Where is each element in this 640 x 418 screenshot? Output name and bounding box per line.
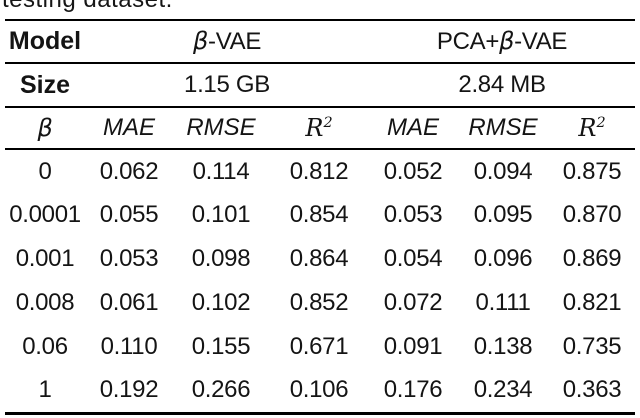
table-cell: 0.053 (383, 201, 443, 228)
model-group1-rest: -VAE (208, 28, 262, 55)
beta-value: 0 (38, 157, 52, 185)
model-group2-pre: PCA+ (436, 28, 500, 55)
r2-base: R (578, 114, 597, 142)
beta-symbol: β (499, 27, 515, 55)
model-row-label: Model (8, 27, 82, 55)
table-row: 0 0.062 0.114 0.812 0.052 0.094 0.875 (5, 149, 635, 193)
r2-header-2: R2 (549, 107, 635, 149)
beta-column-header: β (5, 107, 85, 149)
table-cell: 0.266 (191, 376, 251, 404)
table-cell: 0.875 (562, 157, 622, 185)
model-group-pca-beta-vae: PCA+β-VAE (369, 20, 635, 63)
table-cell: 0.821 (562, 289, 622, 316)
table-cell: 0.192 (99, 376, 159, 404)
table-cell: 0.155 (191, 333, 251, 360)
table-cell: 0.864 (289, 245, 349, 272)
table-cell: 0.061 (99, 289, 159, 316)
model-group2-rest: -VAE (514, 28, 568, 55)
table-cell: 0.102 (191, 289, 251, 316)
model-header-row: Model β-VAE PCA+β-VAE (5, 20, 636, 63)
table-cell: 0.869 (562, 245, 622, 272)
table-cell: 0.096 (473, 245, 533, 272)
table-cell: 0.055 (99, 201, 159, 228)
table-cell: 0.854 (289, 201, 349, 228)
table-cell: 0.101 (191, 201, 251, 228)
table-cell: 0.110 (100, 333, 158, 360)
table-cell: 0.234 (473, 376, 533, 404)
table-cell: 0.176 (383, 376, 443, 404)
size-row: Size 1.15 GB 2.84 MB (5, 63, 636, 107)
table-cell: 0.053 (99, 245, 159, 272)
r2-base: R (305, 114, 324, 142)
beta-value: 0.001 (15, 245, 75, 272)
rmse-header-1: RMSE (186, 114, 256, 141)
table-row: 0.008 0.061 0.102 0.852 0.072 0.111 0.82… (5, 281, 635, 325)
metric-header-row: β MAE RMSE R2 MAE RMSE R2 (5, 107, 636, 149)
beta-value: 0.06 (22, 333, 68, 360)
table-cell: 0.054 (383, 245, 443, 272)
r2-sup: 2 (323, 115, 333, 131)
beta-symbol: β (192, 27, 208, 55)
table-cell: 0.671 (289, 333, 349, 360)
results-table: Model β-VAE PCA+β-VAE Size 1.15 GB 2.84 … (5, 19, 636, 415)
table-cell: 0.091 (383, 333, 443, 360)
table-cell: 0.812 (289, 157, 349, 185)
model-group-beta-vae: β-VAE (85, 20, 369, 63)
mae-header-1: MAE (102, 114, 155, 141)
table-row: 0.001 0.053 0.098 0.864 0.054 0.096 0.86… (5, 237, 635, 281)
beta-symbol: β (37, 113, 53, 142)
table-row: 0.0001 0.055 0.101 0.854 0.053 0.095 0.8… (5, 193, 635, 237)
beta-value: 1 (38, 376, 52, 404)
r2-header-1: R2 (269, 107, 369, 149)
table-cell: 0.094 (473, 157, 533, 185)
size-row-label: Size (19, 70, 71, 99)
table-cell: 0.735 (562, 333, 622, 360)
table-cell: 0.062 (99, 157, 159, 185)
table-cell: 0.072 (383, 289, 443, 316)
beta-value: 0.008 (15, 289, 75, 316)
table-cell: 0.852 (289, 289, 349, 316)
table-row: 0.06 0.110 0.155 0.671 0.091 0.138 0.735 (5, 325, 635, 369)
mae-header-2: MAE (387, 114, 440, 141)
table-cell: 0.111 (475, 289, 531, 316)
table-row: 1 0.192 0.266 0.106 0.176 0.234 0.363 (5, 369, 635, 413)
beta-value: 0.0001 (9, 201, 81, 228)
table-cell: 0.114 (192, 157, 250, 185)
table-cell: 0.363 (562, 376, 622, 404)
table-cell: 0.095 (473, 201, 533, 228)
table-cell: 0.052 (383, 157, 443, 185)
table-cell: 0.106 (289, 376, 349, 404)
table-cell: 0.138 (473, 333, 533, 360)
caption-text: testing dataset. (2, 0, 422, 13)
caption-partial-line: testing dataset. (2, 0, 422, 13)
table-cell: 0.870 (562, 201, 622, 228)
rmse-header-2: RMSE (468, 114, 538, 141)
size-beta-vae: 1.15 GB (184, 71, 270, 98)
size-pca-beta-vae: 2.84 MB (458, 71, 546, 98)
table-cell: 0.098 (191, 245, 251, 272)
r2-sup: 2 (596, 115, 606, 131)
